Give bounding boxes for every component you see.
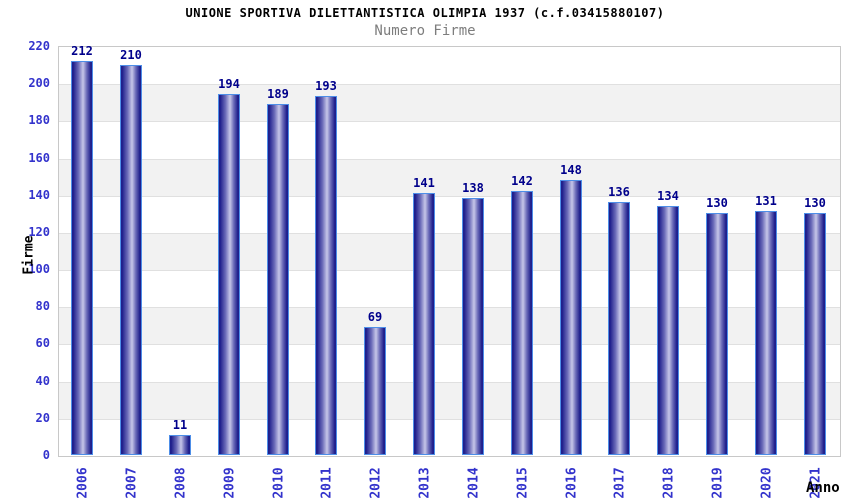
- gridline-100: [59, 270, 840, 272]
- bar-2010: [267, 104, 289, 455]
- bar-2017: [608, 202, 630, 455]
- y-tick-200: 200: [28, 76, 50, 90]
- chart-subtitle: Numero Firme: [374, 23, 476, 39]
- x-tick-text-2018: 2018: [661, 467, 677, 499]
- bar-value-label-2021: 130: [804, 196, 826, 210]
- bar-2012: [364, 327, 386, 455]
- bar-2013: [413, 193, 435, 455]
- bar-2021: [804, 213, 826, 455]
- y-tick-100: 100: [28, 262, 50, 276]
- bar-2007: [120, 65, 142, 455]
- bar-value-label-2011: 193: [315, 79, 337, 93]
- x-tick-text-2020: 2020: [759, 467, 775, 499]
- bar-2016: [560, 180, 582, 455]
- y-tick-80: 80: [35, 299, 50, 313]
- bar-value-label-2010: 189: [267, 87, 289, 101]
- x-tick-text-2008: 2008: [173, 467, 189, 499]
- bar-value-label-2019: 130: [706, 196, 728, 210]
- x-tick-text-2016: 2016: [564, 467, 580, 499]
- bar-value-label-2008: 11: [172, 418, 188, 432]
- bar-2015: [511, 191, 533, 455]
- x-tick-text-2013: 2013: [417, 467, 433, 499]
- bar-value-label-2015: 142: [511, 174, 533, 188]
- x-tick-text-2014: 2014: [466, 467, 482, 499]
- bar-2011: [315, 96, 337, 455]
- gridline-20: [59, 418, 840, 420]
- bar-value-label-2017: 136: [608, 185, 630, 199]
- y-tick-0: 0: [42, 448, 50, 462]
- y-tick-160: 160: [28, 151, 50, 165]
- plot-band: [59, 121, 840, 159]
- bar-value-label-2016: 148: [560, 163, 582, 177]
- bar-value-label-2020: 131: [755, 194, 777, 208]
- gridline-160: [59, 158, 840, 160]
- x-tick-text-2019: 2019: [710, 467, 726, 499]
- plot-band: [59, 47, 840, 85]
- y-tick-140: 140: [28, 188, 50, 202]
- y-tick-60: 60: [35, 336, 50, 350]
- bar-2014: [462, 198, 484, 455]
- bar-2018: [657, 206, 679, 455]
- y-tick-40: 40: [35, 374, 50, 388]
- bar-2008: [169, 435, 191, 455]
- gridline-140: [59, 195, 840, 197]
- x-tick-text-2011: 2011: [319, 467, 335, 499]
- gridline-120: [59, 232, 840, 234]
- x-tick-text-2007: 2007: [124, 467, 140, 499]
- bar-2009: [218, 94, 240, 455]
- bar-2020: [755, 211, 777, 455]
- x-tick-text-2012: 2012: [368, 467, 384, 499]
- bar-2019: [706, 213, 728, 455]
- bar-value-label-2012: 69: [367, 310, 383, 324]
- bar-value-label-2006: 212: [71, 44, 93, 58]
- x-tick-text-2015: 2015: [515, 467, 531, 499]
- y-tick-20: 20: [35, 411, 50, 425]
- bar-value-label-2013: 141: [413, 176, 435, 190]
- y-tick-220: 220: [28, 39, 50, 53]
- gridline-180: [59, 121, 840, 123]
- bar-value-label-2007: 210: [120, 48, 142, 62]
- plot-band: [59, 158, 840, 196]
- chart-title: UNIONE SPORTIVA DILETTANTISTICA OLIMPIA …: [185, 6, 665, 20]
- y-tick-120: 120: [28, 225, 50, 239]
- x-axis-title: Anno: [806, 480, 840, 496]
- gridline-60: [59, 344, 840, 346]
- x-tick-text-2017: 2017: [612, 467, 628, 499]
- gridline-200: [59, 84, 840, 86]
- x-tick-text-2006: 2006: [75, 467, 91, 499]
- x-tick-text-2010: 2010: [271, 467, 287, 499]
- bar-2006: [71, 61, 93, 455]
- gridline-80: [59, 307, 840, 309]
- bar-value-label-2018: 134: [657, 189, 679, 203]
- gridline-40: [59, 381, 840, 383]
- x-tick-text-2009: 2009: [222, 467, 238, 499]
- bar-value-label-2009: 194: [218, 77, 240, 91]
- bar-value-label-2014: 138: [462, 181, 484, 195]
- y-tick-180: 180: [28, 113, 50, 127]
- y-axis-title-text: Firme: [21, 235, 37, 275]
- plot-band: [59, 84, 840, 122]
